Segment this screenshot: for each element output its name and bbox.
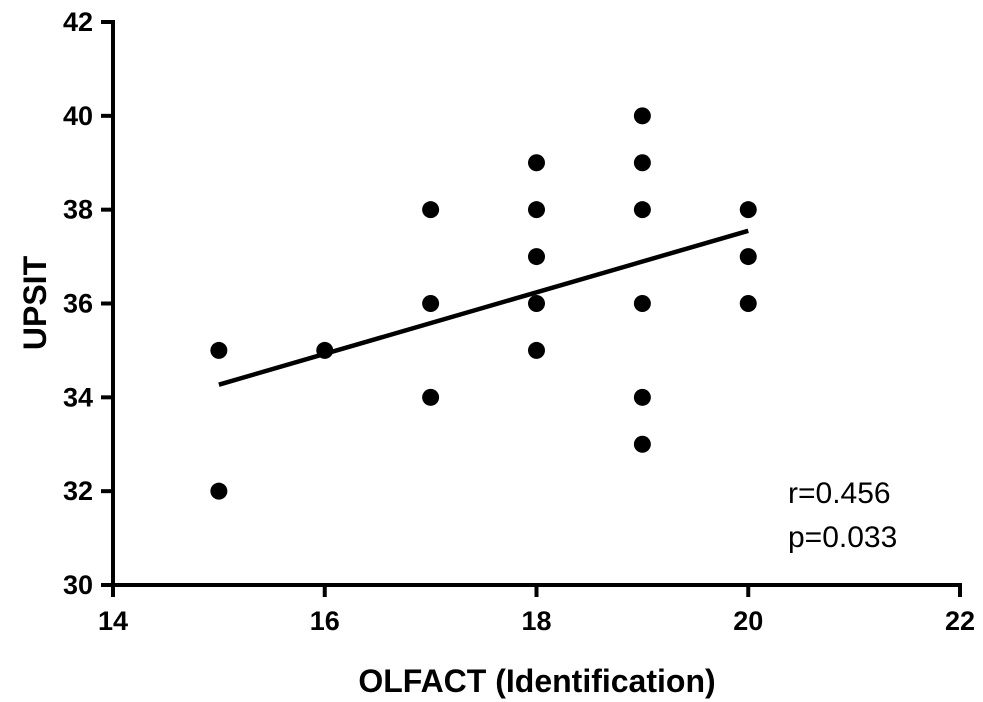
y-tick-label: 32: [63, 476, 93, 506]
data-point: [422, 388, 440, 406]
data-point: [210, 482, 228, 500]
data-point: [633, 107, 651, 125]
data-point: [422, 201, 440, 219]
data-point: [739, 248, 757, 266]
x-axis-title: OLFACT (Identification): [358, 663, 715, 699]
data-point: [633, 295, 651, 312]
data-point: [422, 295, 440, 312]
y-tick-label: 40: [63, 101, 93, 131]
data-point: [528, 201, 545, 219]
data-points: [210, 107, 757, 500]
x-axis-ticks: 14 16 18 20 22: [98, 585, 975, 636]
x-tick-label: 18: [521, 606, 551, 636]
data-point: [210, 341, 228, 359]
axes-frame: [111, 20, 962, 587]
data-point: [633, 388, 651, 406]
regression-line: [218, 228, 749, 387]
data-point: [316, 341, 334, 359]
x-tick-label: 14: [98, 606, 128, 636]
x-tick-label: 20: [733, 606, 763, 636]
data-point: [528, 295, 545, 312]
data-point: [633, 154, 651, 172]
data-point: [633, 435, 651, 453]
p-value-label: p=0.033: [788, 521, 897, 554]
data-point: [528, 341, 545, 359]
data-point: [739, 201, 757, 219]
y-tick-label: 38: [63, 195, 93, 225]
data-point: [739, 295, 757, 312]
y-tick-label: 34: [63, 382, 93, 412]
y-tick-label: 42: [63, 7, 93, 37]
y-axis-title: UPSIT: [17, 255, 53, 350]
data-point: [528, 248, 545, 266]
data-point: [633, 201, 651, 219]
x-tick-label: 22: [945, 606, 975, 636]
y-tick-label: 30: [63, 570, 93, 600]
correlation-coefficient-label: r=0.456: [788, 477, 891, 510]
x-tick-label: 16: [310, 606, 340, 636]
y-axis-ticks: 30 32 34 36 38 40 42: [63, 7, 113, 600]
data-point: [528, 154, 545, 172]
y-tick-label: 36: [63, 289, 93, 319]
